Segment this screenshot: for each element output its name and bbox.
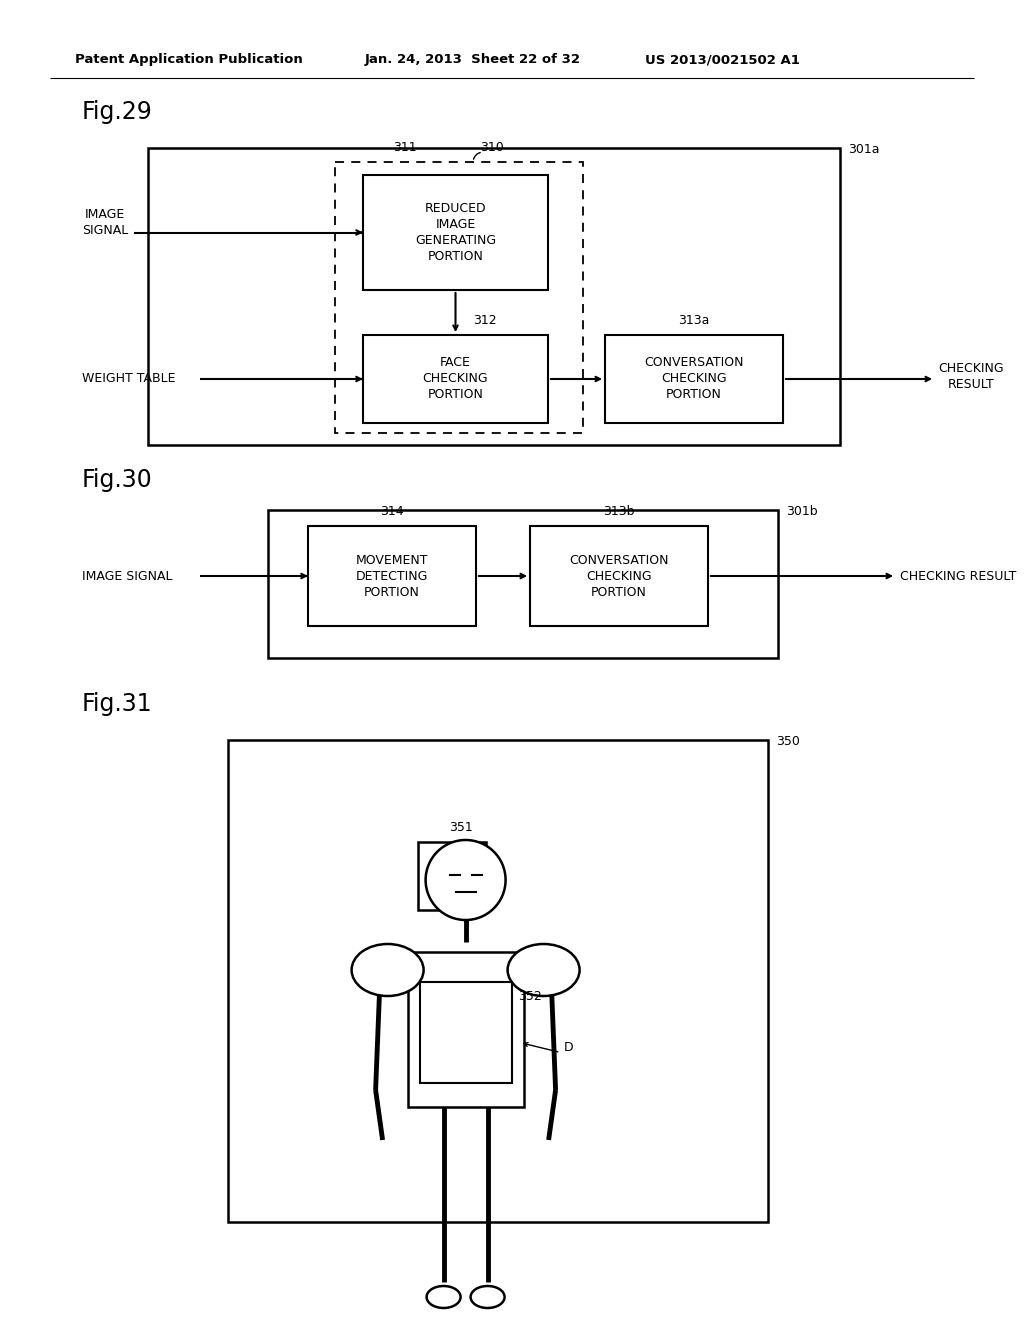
Text: 352: 352 [517, 990, 542, 1003]
Text: CHECKING RESULT: CHECKING RESULT [900, 569, 1017, 582]
Ellipse shape [471, 1286, 505, 1308]
Bar [408, 952, 523, 1107]
Text: IMAGE SIGNAL: IMAGE SIGNAL [82, 569, 172, 582]
Text: 313a: 313a [678, 314, 710, 327]
Text: 301a: 301a [848, 143, 880, 156]
Text: MOVEMENT
DETECTING
PORTION: MOVEMENT DETECTING PORTION [355, 553, 428, 598]
Bar [605, 335, 783, 422]
Bar [148, 148, 840, 445]
Bar [228, 741, 768, 1222]
Text: D: D [563, 1041, 573, 1053]
Circle shape [426, 840, 506, 920]
Text: CHECKING
RESULT: CHECKING RESULT [938, 363, 1004, 392]
Text: 310: 310 [480, 141, 504, 154]
Text: 312: 312 [473, 314, 497, 327]
Text: Fig.29: Fig.29 [82, 100, 153, 124]
Text: Fig.30: Fig.30 [82, 469, 153, 492]
Ellipse shape [351, 944, 424, 997]
Text: REDUCED
IMAGE
GENERATING
PORTION: REDUCED IMAGE GENERATING PORTION [415, 202, 496, 263]
Text: CONVERSATION
CHECKING
PORTION: CONVERSATION CHECKING PORTION [644, 356, 743, 401]
Text: Jan. 24, 2013  Sheet 22 of 32: Jan. 24, 2013 Sheet 22 of 32 [365, 54, 581, 66]
Bar [420, 982, 512, 1082]
Text: 351: 351 [449, 821, 472, 834]
Bar [335, 162, 583, 433]
Text: CONVERSATION
CHECKING
PORTION: CONVERSATION CHECKING PORTION [569, 553, 669, 598]
Bar [268, 510, 778, 657]
Text: 314: 314 [380, 506, 403, 517]
Bar [530, 525, 708, 626]
Text: US 2013/0021502 A1: US 2013/0021502 A1 [645, 54, 800, 66]
Bar [362, 176, 548, 290]
Bar [362, 335, 548, 422]
Text: WEIGHT TABLE: WEIGHT TABLE [82, 372, 175, 385]
Text: 350: 350 [776, 735, 800, 748]
Bar [418, 842, 485, 909]
Ellipse shape [508, 944, 580, 997]
Text: Fig.31: Fig.31 [82, 692, 153, 715]
Text: 311: 311 [393, 141, 417, 154]
Bar [308, 525, 476, 626]
Text: 301b: 301b [786, 506, 817, 517]
Text: FACE
CHECKING
PORTION: FACE CHECKING PORTION [423, 356, 488, 401]
Ellipse shape [427, 1286, 461, 1308]
Text: 313b: 313b [603, 506, 635, 517]
Text: IMAGE
SIGNAL: IMAGE SIGNAL [82, 209, 128, 238]
Text: Patent Application Publication: Patent Application Publication [75, 54, 303, 66]
